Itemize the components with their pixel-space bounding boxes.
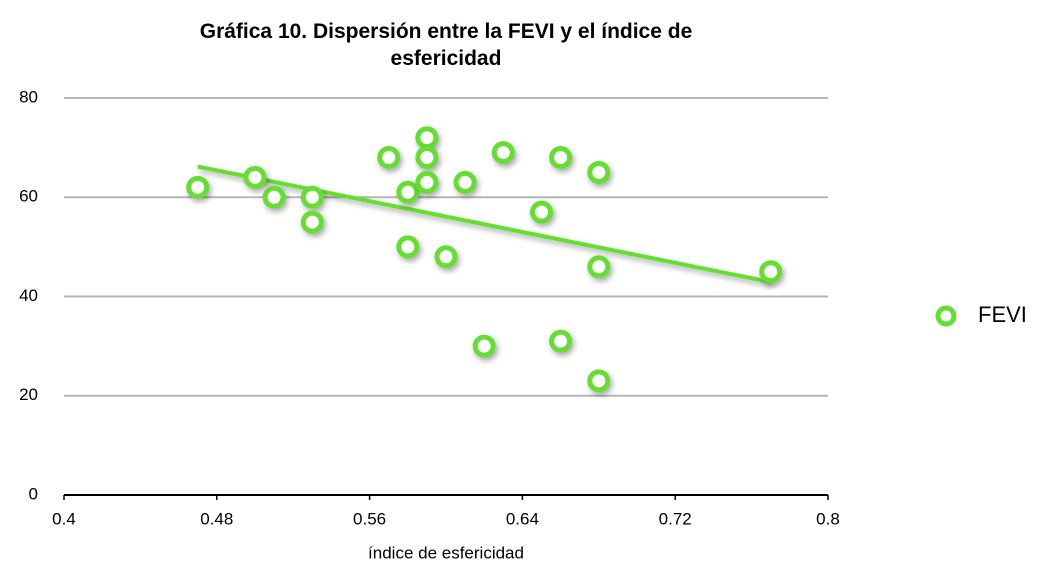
chart-title: Gráfica 10. Dispersión entre la FEVI y e… [200, 20, 693, 70]
point [549, 329, 573, 353]
point [396, 180, 420, 204]
point [434, 245, 458, 269]
y-tick-label: 0 [29, 484, 38, 503]
x-tick-label: 0.72 [659, 509, 692, 528]
point [396, 235, 420, 259]
x-tick-label: 0.4 [52, 509, 76, 528]
point [472, 334, 496, 358]
legend-label: FEVI [978, 302, 1027, 327]
point [587, 369, 611, 393]
y-tick-label: 20 [19, 385, 38, 404]
trend-line [197, 164, 772, 285]
y-tick-label: 40 [19, 286, 38, 305]
x-tick-label: 0.64 [506, 509, 539, 528]
point [186, 175, 210, 199]
point [415, 146, 439, 170]
point [415, 126, 439, 150]
legend-marker [935, 305, 957, 327]
point [491, 141, 515, 165]
y-tick-label: 60 [19, 187, 38, 206]
x-tick-label: 0.56 [353, 509, 386, 528]
point [300, 185, 324, 209]
point [530, 200, 553, 224]
point [549, 146, 573, 170]
x-tick-label: 0.48 [200, 509, 233, 528]
point [587, 255, 611, 279]
x-tick-label: 0.8 [816, 509, 840, 528]
point [243, 165, 267, 189]
point [300, 210, 324, 234]
point [453, 170, 477, 194]
y-tick-label: 80 [19, 87, 38, 106]
point [377, 146, 401, 170]
point [262, 185, 286, 209]
point [415, 170, 439, 194]
point [587, 160, 611, 184]
x-axis-label: índice de esfericidad [368, 543, 524, 562]
point [759, 260, 783, 284]
